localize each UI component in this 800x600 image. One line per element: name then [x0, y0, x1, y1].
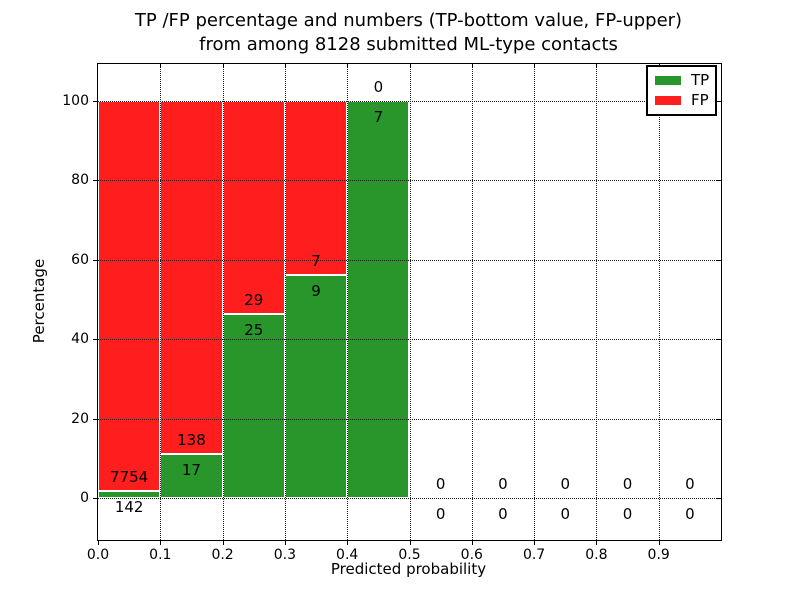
bar-label-tp: 17	[181, 461, 201, 480]
legend-item-fp: FP	[648, 93, 715, 108]
bar-label-tp: 0	[685, 505, 695, 523]
legend-label-tp: TP	[691, 70, 710, 89]
bar-label-tp: 0	[560, 505, 571, 523]
x-tick-label: 0.8	[585, 547, 608, 563]
y-tick-label: 100	[62, 93, 89, 109]
bar-segment-tp	[347, 101, 410, 498]
bar-segment-tp	[160, 454, 223, 498]
bar-label-fp: 0	[373, 78, 384, 96]
y-tick-mark	[93, 259, 97, 261]
x-tick-mark	[347, 541, 349, 545]
y-tick-label: 60	[71, 251, 89, 268]
x-tick-mark	[658, 541, 660, 545]
x-tick-label: 0.6	[460, 547, 483, 563]
y-tick-mark	[93, 180, 97, 182]
gridline-vertical	[347, 64, 349, 540]
bar-label-tp: 25	[244, 321, 264, 340]
x-tick-mark	[534, 541, 536, 545]
y-tick-mark	[93, 498, 97, 499]
y-tick-mark	[93, 101, 97, 102]
y-tick-mark	[93, 418, 97, 420]
y-tick-mark-right	[716, 339, 720, 341]
bar-label-fp: 0	[560, 475, 571, 493]
x-tick-mark	[284, 541, 286, 545]
bar-segment-tp	[98, 490, 161, 498]
tp-color-swatch	[655, 75, 681, 85]
legend-item-tp: TP	[648, 70, 715, 89]
gridline-vertical	[534, 64, 536, 540]
gridline-vertical	[222, 64, 224, 540]
bar-segment-tp	[222, 314, 285, 498]
x-tick-mark-top	[409, 64, 411, 68]
bar-segment-fp	[160, 101, 223, 455]
bar-segment-tp	[284, 274, 348, 498]
bar-label-fp: 0	[685, 475, 695, 493]
bar-label-tp: 0	[622, 505, 633, 523]
x-tick-label: 0.0	[86, 547, 110, 563]
bar-segment-fp	[284, 101, 348, 275]
y-tick-mark-right	[716, 498, 720, 499]
gridline-vertical	[596, 64, 598, 540]
gridline-vertical	[160, 64, 162, 540]
x-tick-mark-top	[596, 64, 598, 68]
x-tick-mark	[409, 541, 411, 545]
bar-label-tp: 0	[498, 505, 508, 523]
y-tick-label: 40	[71, 331, 89, 348]
bar-label-fp: 0	[435, 475, 446, 493]
gridline-vertical	[284, 64, 286, 540]
y-tick-mark-right	[716, 180, 720, 182]
y-tick-label: 20	[71, 410, 89, 427]
bar-segment-fp	[98, 101, 161, 491]
bar-label-fp: 0	[622, 475, 633, 493]
chart-title-line-1: TP /FP percentage and numbers (TP-bottom…	[134, 10, 683, 31]
bar-label-fp: 7	[311, 251, 321, 270]
x-tick-label: 0.5	[398, 547, 421, 563]
bar-label-fp: 29	[244, 291, 264, 310]
x-tick-label: 0.9	[647, 547, 670, 563]
x-tick-mark	[222, 541, 224, 545]
plot-area: TP FP 7754 142 138 17 29 25 7 9 0 7 0 0 0 0 0 0 0 0 0 0 0.0 0…	[62, 63, 722, 563]
bar-label-tp: 9	[311, 281, 321, 300]
gridline-vertical	[658, 64, 660, 540]
chart-title-line-2: from among 8128 submitted ML-type contac…	[199, 34, 618, 55]
x-tick-mark-top	[471, 64, 473, 68]
x-tick-mark-top	[534, 64, 536, 68]
bar-label-fp: 0	[498, 475, 508, 493]
x-tick-mark-top	[347, 64, 349, 68]
x-tick-label: 0.4	[336, 547, 359, 563]
y-tick-label: 0	[80, 490, 89, 506]
x-tick-label: 0.1	[149, 547, 172, 563]
y-tick-mark	[93, 339, 97, 341]
bar-label-fp: 7754	[110, 467, 149, 486]
bar-segment-fp	[222, 101, 285, 315]
x-tick-label: 0.2	[211, 547, 234, 563]
y-tick-mark-right	[716, 101, 720, 102]
fp-color-swatch	[655, 96, 681, 106]
x-tick-mark	[160, 541, 162, 545]
gridline-vertical	[409, 64, 411, 540]
bar-label-tp: 0	[435, 505, 446, 523]
y-tick-mark-right	[716, 259, 720, 261]
x-tick-mark	[596, 541, 598, 545]
y-tick-label: 80	[71, 172, 89, 189]
bar-label-tp: 7	[373, 108, 384, 126]
gridline-vertical	[471, 64, 473, 540]
y-tick-mark-right	[716, 418, 720, 420]
legend: TP FP	[646, 65, 717, 116]
chart-title: TP /FP percentage and numbers (TP-bottom…	[97, 9, 720, 57]
legend-label-fp: FP	[691, 91, 709, 110]
x-axis-label: Predicted probability	[330, 560, 487, 578]
x-tick-mark-top	[160, 64, 162, 68]
x-tick-label: 0.7	[522, 547, 546, 563]
x-tick-mark-top	[284, 64, 286, 68]
x-tick-mark	[471, 541, 473, 545]
bar-label-fp: 138	[177, 431, 206, 450]
x-tick-mark	[98, 541, 99, 545]
x-tick-label: 0.3	[273, 547, 297, 563]
bar-label-tp: 142	[114, 497, 144, 516]
x-tick-mark-top	[222, 64, 224, 68]
